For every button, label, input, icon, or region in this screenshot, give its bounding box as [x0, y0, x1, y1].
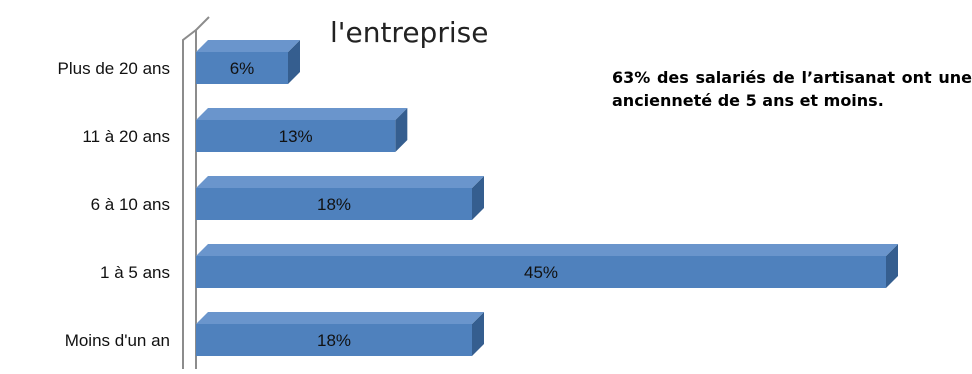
bar-value-label: 13% — [279, 127, 313, 146]
category-tick-label: 11 à 20 ans — [82, 127, 170, 146]
bar-side — [395, 108, 408, 152]
bar-top — [196, 244, 898, 256]
bar-top — [196, 108, 408, 120]
bar-value-label: 18% — [317, 195, 351, 214]
bar-top — [196, 176, 484, 188]
bar-top — [196, 40, 300, 52]
category-tick-label: Moins d'un an — [65, 331, 170, 350]
category-tick-label: Plus de 20 ans — [58, 59, 170, 78]
bar-value-label: 6% — [230, 59, 255, 78]
bar — [196, 256, 886, 288]
bar-side — [472, 312, 484, 356]
bar — [196, 52, 288, 84]
bar-value-label: 45% — [524, 263, 558, 282]
bar-top — [196, 312, 484, 324]
chart-title: l'entreprise — [330, 16, 488, 49]
bar-side — [288, 40, 300, 84]
bar-value-label: 18% — [317, 331, 351, 350]
category-tick-label: 6 à 10 ans — [91, 195, 170, 214]
bar — [196, 120, 396, 152]
bars-group: 6% Plus de 20 ans 13% 11 à 20 ans 18% 6 à 10 … — [58, 40, 898, 356]
bar-side — [886, 244, 898, 288]
bar — [196, 188, 472, 220]
axis-wall-back-line — [182, 29, 197, 369]
bar — [196, 324, 472, 356]
bar-side — [472, 176, 484, 220]
category-tick-label: 1 à 5 ans — [100, 263, 170, 282]
chart-annotation: 63% des salariés de l’artisanat ont une … — [612, 68, 972, 110]
